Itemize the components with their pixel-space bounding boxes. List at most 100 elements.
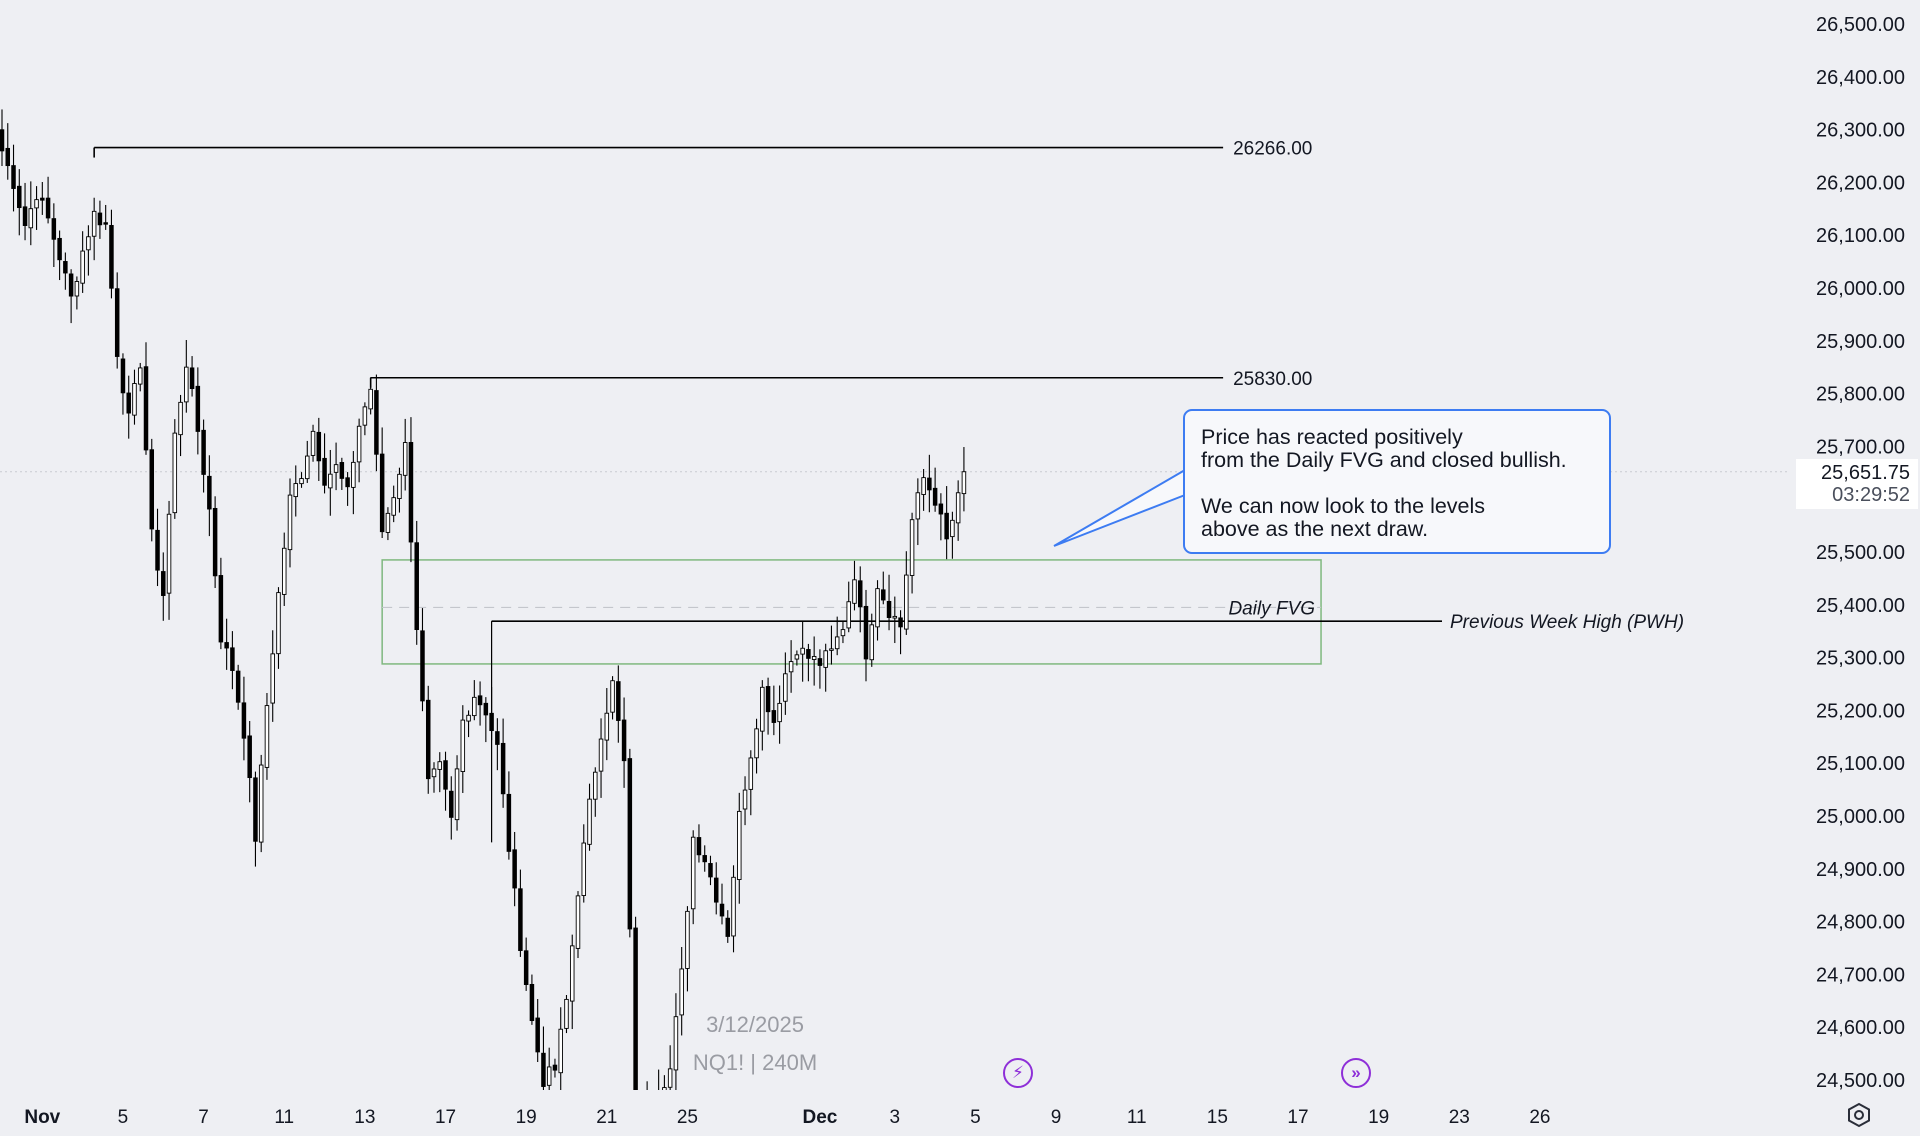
candle-body (247, 735, 252, 779)
candle-body (863, 605, 869, 660)
candle-body (800, 647, 805, 655)
time-axis-label: 19 (516, 1107, 537, 1128)
candle-body (17, 185, 22, 209)
candle-body (518, 888, 523, 951)
price-axis-label: 26,500.00 (1816, 14, 1905, 36)
candle-body (218, 575, 224, 643)
candle-body (708, 863, 713, 878)
candle-body (63, 261, 68, 274)
candle-body (667, 1068, 673, 1088)
level-label-1: 25830.00 (1233, 369, 1312, 390)
candle-body (869, 624, 875, 661)
candle-body (224, 642, 229, 649)
candle-body (212, 507, 218, 577)
candle-body (322, 457, 327, 486)
price-axis-label: 24,800.00 (1816, 912, 1905, 934)
fast-forward-icon[interactable]: » (1341, 1058, 1371, 1088)
callout-pointer (1053, 469, 1186, 547)
candle-body (702, 855, 707, 863)
candle-body (783, 673, 788, 702)
candle-body (690, 836, 696, 910)
candle-body (955, 492, 961, 524)
candle-body (385, 512, 391, 533)
candle-body (172, 432, 178, 514)
price-axis-label: 25,400.00 (1816, 595, 1905, 617)
candle-body (356, 425, 362, 463)
price-axis-label: 25,500.00 (1816, 542, 1905, 564)
candle-body (333, 464, 339, 473)
candle-body (593, 771, 598, 800)
candle-body (500, 742, 506, 795)
price-axis-label: 24,700.00 (1816, 964, 1905, 986)
candle-body (345, 477, 350, 488)
candle-body (316, 431, 322, 462)
candle-body (362, 406, 368, 426)
time-axis-label: Nov (24, 1107, 60, 1128)
candle-body (264, 705, 270, 768)
candle-body (201, 429, 206, 475)
price-axis-label: 24,900.00 (1816, 859, 1905, 881)
candle-body (155, 529, 160, 571)
candle-body (823, 650, 828, 668)
candle-body (477, 695, 483, 706)
time-axis-label: 19 (1368, 1107, 1389, 1128)
candle-body (604, 712, 610, 741)
time-axis-label: 17 (435, 1107, 456, 1128)
candle-body (339, 462, 345, 479)
candle-body (207, 475, 212, 510)
candle-body (143, 366, 149, 451)
candle-body (103, 222, 108, 225)
candle-body (443, 760, 448, 790)
candle-body (293, 483, 299, 498)
candle-body (927, 477, 932, 491)
price-axis-label: 26,000.00 (1816, 278, 1905, 300)
candle-body (742, 789, 748, 810)
time-axis-label: 21 (596, 1107, 617, 1128)
candle-body (587, 798, 592, 845)
candle-body (512, 849, 517, 889)
candle-body (22, 206, 28, 226)
price-axis-label: 26,100.00 (1816, 225, 1905, 247)
time-axis-label: 5 (118, 1107, 129, 1128)
annotation-callout[interactable]: Price has reacted positively from the Da… (1183, 409, 1611, 554)
daily-fvg-box[interactable] (381, 559, 1322, 665)
candle-body (627, 758, 633, 930)
candle-body (581, 842, 587, 896)
candle-body (241, 702, 247, 739)
candle-body (472, 696, 477, 717)
candle-body (449, 790, 454, 818)
candle-body (86, 236, 91, 251)
watermark-symbol: NQ1! | 240M (692, 1050, 818, 1075)
lightning-icon[interactable]: ⚡ (1003, 1058, 1033, 1088)
candle-body (437, 761, 443, 770)
candle-body (408, 442, 414, 543)
candle-body (886, 600, 892, 618)
candle-body (270, 653, 275, 704)
candle-body (149, 449, 155, 530)
time-axis-label: 3 (890, 1107, 901, 1128)
candle-body (535, 1017, 540, 1053)
candle-body (120, 358, 126, 394)
candle-body (737, 810, 742, 880)
candle-body (276, 592, 281, 655)
candle-body (731, 876, 736, 937)
candle-body (944, 512, 949, 540)
candle-body (932, 487, 938, 506)
candle-body (466, 714, 471, 722)
candle-body (904, 574, 909, 630)
time-axis-label: 7 (198, 1107, 209, 1128)
candle-body (114, 288, 120, 357)
candle-body (45, 197, 51, 219)
candle-body (915, 492, 921, 520)
candle-body (431, 768, 437, 778)
candle-body (137, 367, 143, 385)
chart-watermark: 3/12/2025 NQ1! | 240M (640, 1006, 870, 1082)
price-axis-label: 26,200.00 (1816, 172, 1905, 194)
gear-icon[interactable] (1846, 1102, 1872, 1128)
price-axis-label: 25,000.00 (1816, 806, 1905, 828)
candle-body (523, 950, 529, 985)
candle-body (397, 473, 402, 500)
candle-body (506, 793, 512, 852)
candle-body (178, 401, 183, 436)
